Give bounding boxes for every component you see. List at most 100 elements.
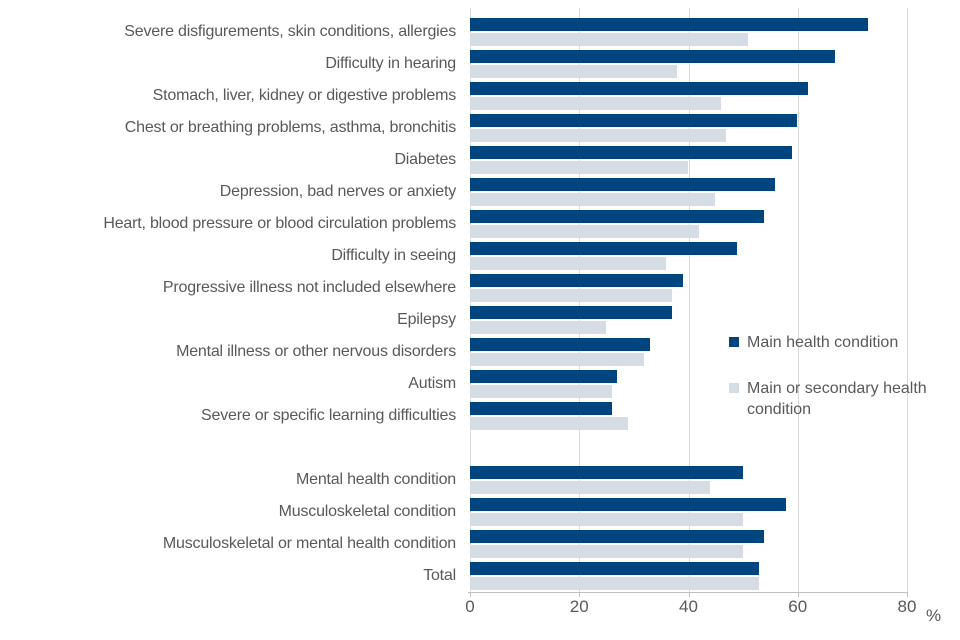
chart-row: Difficulty in hearing	[0, 48, 960, 80]
bar-main-or-secondary-health-condition	[470, 97, 721, 110]
bar-main-or-secondary-health-condition	[470, 577, 759, 590]
chart-row: Severe disfigurements, skin conditions, …	[0, 16, 960, 48]
bar-main-health-condition	[470, 210, 765, 223]
legend-swatch-secondary-icon	[729, 383, 739, 393]
bar-main-health-condition	[470, 370, 618, 383]
legend-item-secondary: Main or secondary health condition	[729, 378, 934, 420]
legend: Main health condition Main or secondary …	[729, 332, 934, 420]
chart-row: Autism	[0, 368, 960, 400]
bar-pair	[470, 144, 906, 176]
axis-tickmark	[579, 592, 581, 597]
bar-main-health-condition	[470, 562, 759, 575]
bar-pair	[470, 528, 906, 560]
bar-main-or-secondary-health-condition	[470, 545, 743, 558]
bar-main-or-secondary-health-condition	[470, 353, 645, 366]
axis-tick-label: 60	[788, 597, 808, 616]
bar-main-health-condition	[470, 50, 836, 63]
bar-main-health-condition	[470, 242, 738, 255]
chart-row: Depression, bad nerves or anxiety	[0, 176, 960, 208]
chart-row: Musculoskeletal or mental health conditi…	[0, 528, 960, 560]
chart-row: Stomach, liver, kidney or digestive prob…	[0, 80, 960, 112]
bar-main-health-condition	[470, 466, 743, 479]
bar-main-health-condition	[470, 274, 683, 287]
category-label: Epilepsy	[397, 311, 456, 328]
category-label: Diabetes	[394, 151, 456, 168]
bar-main-or-secondary-health-condition	[470, 33, 748, 46]
bar-main-or-secondary-health-condition	[470, 161, 688, 174]
bar-pair	[470, 80, 906, 112]
chart-row: Musculoskeletal condition	[0, 496, 960, 528]
chart-row: Difficulty in seeing	[0, 240, 960, 272]
bar-pair	[470, 336, 906, 368]
bar-main-or-secondary-health-condition	[470, 513, 743, 526]
axis-tick-label: 20	[569, 597, 589, 616]
bar-main-or-secondary-health-condition	[470, 481, 710, 494]
gridline	[907, 8, 908, 592]
bar-pair	[470, 176, 906, 208]
bar-main-health-condition	[470, 146, 792, 159]
bar-pair	[470, 400, 906, 432]
bar-main-or-secondary-health-condition	[470, 321, 607, 334]
category-label: Difficulty in seeing	[331, 247, 456, 264]
chart-row: Diabetes	[0, 144, 960, 176]
category-label: Autism	[408, 375, 456, 392]
axis-tickmark	[797, 592, 799, 597]
bar-main-health-condition	[470, 498, 787, 511]
axis-tick-label: 0	[465, 597, 475, 616]
axis-tick-label: 80	[897, 597, 917, 616]
bar-pair	[470, 272, 906, 304]
group-gap	[0, 432, 960, 464]
x-axis-ticks: 0 20 40 60 80	[465, 597, 916, 619]
bar-pair	[470, 496, 906, 528]
legend-item-main: Main health condition	[729, 332, 934, 353]
bar-pair	[470, 16, 906, 48]
chart-row: Epilepsy	[0, 304, 960, 336]
bar-pair	[470, 368, 906, 400]
bar-main-health-condition	[470, 82, 808, 95]
bar-pair	[470, 112, 906, 144]
bar-main-health-condition	[470, 402, 612, 415]
bar-main-or-secondary-health-condition	[470, 417, 629, 430]
bar-pair	[470, 240, 906, 272]
category-label: Musculoskeletal condition	[278, 503, 457, 520]
chart-row: Severe or specific learning difficulties	[0, 400, 960, 432]
x-axis-line	[468, 592, 908, 593]
gridline	[797, 8, 799, 592]
category-label: Depression, bad nerves or anxiety	[219, 183, 456, 200]
bar-pair	[470, 304, 906, 336]
category-label: Heart, blood pressure or blood circulati…	[103, 215, 456, 232]
category-label: Chest or breathing problems, asthma, bro…	[124, 119, 456, 136]
bar-main-health-condition	[470, 114, 797, 127]
gridline	[688, 8, 690, 592]
category-label: Severe or specific learning difficulties	[201, 407, 456, 424]
bar-main-or-secondary-health-condition	[470, 385, 612, 398]
category-label: Stomach, liver, kidney or digestive prob…	[152, 87, 457, 104]
chart-row: Mental illness or other nervous disorder…	[0, 336, 960, 368]
bar-main-health-condition	[470, 178, 776, 191]
bar-pair	[470, 560, 906, 592]
category-label: Musculoskeletal or mental health conditi…	[162, 535, 456, 552]
bar-main-health-condition	[470, 306, 672, 319]
x-axis-tickmarks	[470, 592, 908, 597]
bar-main-health-condition	[470, 530, 765, 543]
bar-pair	[470, 464, 906, 496]
axis-tickmark	[688, 592, 690, 597]
chart-row: Chest or breathing problems, asthma, bro…	[0, 112, 960, 144]
axis-tickmark	[470, 592, 471, 597]
category-label: Progressive illness not included elsewhe…	[162, 279, 456, 296]
axis-tick-label: 40	[679, 597, 698, 616]
chart-row: Total	[0, 560, 960, 592]
rows-container: Severe disfigurements, skin conditions, …	[0, 16, 960, 592]
category-label: Mental health condition	[296, 471, 456, 488]
category-label: Difficulty in hearing	[325, 55, 456, 72]
bar-main-or-secondary-health-condition	[470, 257, 667, 270]
bar-main-or-secondary-health-condition	[470, 65, 678, 78]
x-axis-unit-label: %	[926, 606, 942, 625]
bar-main-or-secondary-health-condition	[470, 129, 727, 142]
bar-pair	[470, 48, 906, 80]
chart-row: Progressive illness not included elsewhe…	[0, 272, 960, 304]
chart-row: Heart, blood pressure or blood circulati…	[0, 208, 960, 240]
chart-row: Mental health condition	[0, 464, 960, 496]
legend-label-main: Main health condition	[747, 334, 899, 351]
